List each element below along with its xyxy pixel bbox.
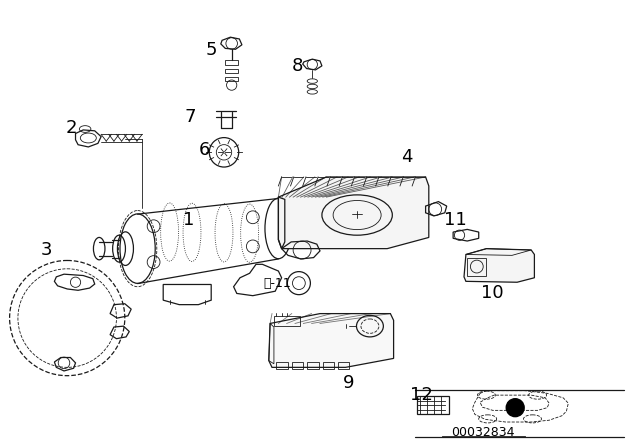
Text: 12: 12 xyxy=(410,386,433,404)
Text: 4: 4 xyxy=(401,148,412,166)
Text: 00032834: 00032834 xyxy=(451,426,515,439)
Text: 5: 5 xyxy=(205,41,217,59)
Text: 1: 1 xyxy=(183,211,195,228)
Bar xyxy=(467,258,486,276)
Text: 9: 9 xyxy=(343,374,355,392)
Text: 7: 7 xyxy=(184,108,196,126)
Text: 10: 10 xyxy=(481,284,504,302)
Bar xyxy=(292,362,303,369)
Polygon shape xyxy=(278,177,429,249)
Polygon shape xyxy=(464,249,534,282)
Bar xyxy=(225,69,238,73)
Circle shape xyxy=(506,399,524,417)
Bar xyxy=(276,362,288,369)
Bar xyxy=(417,396,449,414)
Bar xyxy=(225,60,238,65)
Bar xyxy=(274,316,300,326)
Polygon shape xyxy=(269,314,394,367)
Text: 6: 6 xyxy=(199,141,211,159)
Text: Ⓑ-11: Ⓑ-11 xyxy=(263,276,291,290)
Bar xyxy=(338,362,349,369)
Bar xyxy=(307,362,319,369)
Bar xyxy=(225,77,238,81)
Text: 3: 3 xyxy=(40,241,52,259)
Text: 8: 8 xyxy=(292,57,303,75)
Bar xyxy=(323,362,334,369)
Text: 11: 11 xyxy=(444,211,467,228)
Text: 2: 2 xyxy=(66,119,77,137)
